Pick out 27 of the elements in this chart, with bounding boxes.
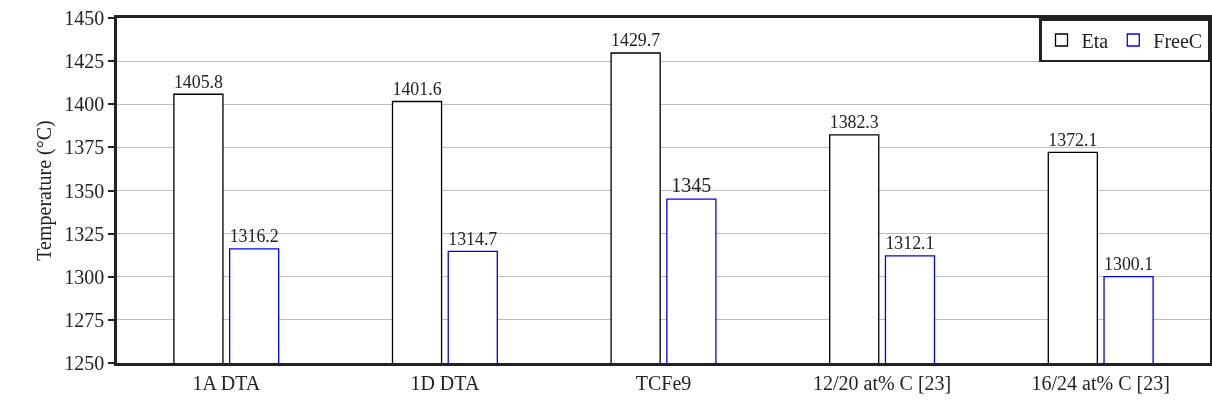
- data-label: 1316.2: [229, 226, 279, 247]
- legend-label: FreeC: [1153, 29, 1203, 52]
- data-label: 1372.1: [1048, 129, 1098, 150]
- y-tick-label: 1350: [64, 179, 105, 202]
- y-tick-label: 1450: [64, 7, 105, 29]
- y-tick-label: 1250: [64, 352, 105, 374]
- x-tick-label: 1A DTA: [192, 371, 261, 394]
- y-tick-label: 1425: [64, 50, 105, 73]
- y-tick-label: 1375: [64, 136, 105, 159]
- x-tick-label: 12/20 at% C [23]: [812, 371, 952, 394]
- data-label: 1382.3: [829, 112, 879, 133]
- data-label: 1405.8: [173, 71, 224, 92]
- x-tick-label: TCFe9: [635, 371, 692, 394]
- data-label: 1401.6: [392, 78, 442, 99]
- y-tick-label: 1325: [64, 222, 105, 245]
- y-tick-label: 1275: [64, 308, 105, 331]
- x-tick-label: 16/24 at% C [23]: [1031, 371, 1170, 394]
- y-axis-title: Temperature (°C): [32, 120, 56, 261]
- x-tick-label: 1D DTA: [410, 371, 480, 394]
- data-label: 1345: [671, 174, 712, 197]
- y-tick-label: 1400: [64, 93, 105, 116]
- data-label: 1312.1: [885, 233, 935, 254]
- y-tick-label: 1300: [64, 265, 105, 288]
- data-label: 1314.7: [448, 228, 498, 249]
- data-label: 1429.7: [611, 30, 661, 51]
- data-label: 1300.1: [1104, 254, 1154, 275]
- legend-label: Eta: [1081, 29, 1109, 52]
